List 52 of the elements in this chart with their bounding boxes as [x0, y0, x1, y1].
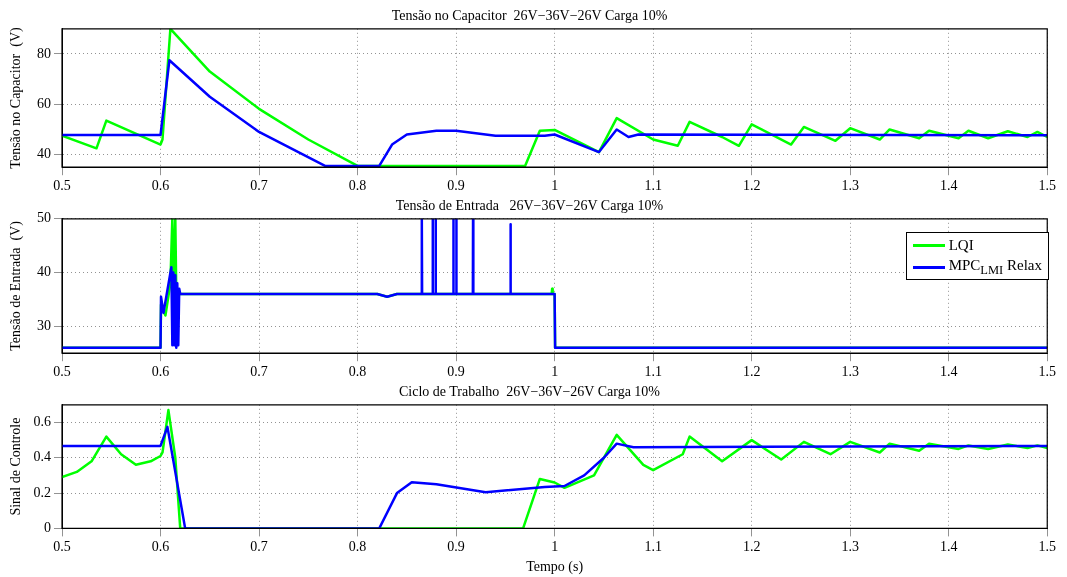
x-tick-label: 1.1	[644, 539, 662, 555]
x-tick-label: 0.6	[151, 364, 170, 380]
x-tick-label: 0.7	[250, 539, 268, 555]
x-tick-label: 0.9	[447, 178, 465, 194]
x-tick-label: 0.8	[348, 178, 367, 194]
chart-title: Tensão no Capacitor 26V−36V−26V Carga 10%	[391, 8, 668, 24]
x-tick-label: 1.3	[841, 178, 859, 194]
x-tick-label: 0.7	[250, 178, 268, 194]
x-tick-label: 0.8	[348, 364, 367, 380]
y-tick-label: 0.2	[33, 484, 51, 500]
y-axis-title: Sinal de Controle	[8, 417, 24, 516]
x-tick-label: 1.3	[841, 364, 859, 380]
x-tick-label: 0.8	[348, 539, 367, 555]
x-tick-label: 0.6	[151, 178, 170, 194]
y-axis-title: Tensão de Entrada (V)	[8, 220, 25, 351]
y-tick-label: 0.6	[33, 414, 51, 430]
y-tick-label: 50	[37, 210, 51, 226]
x-tick-label: 1.4	[939, 364, 958, 380]
x-tick-label: 1.2	[742, 178, 761, 194]
x-tick-label: 1.3	[841, 539, 859, 555]
x-tick-label: 1.2	[742, 539, 761, 555]
x-tick-label: 1.5	[1038, 364, 1056, 380]
y-tick-label: 0.4	[33, 449, 51, 465]
x-tick-label: 1	[551, 364, 559, 380]
y-tick-label: 80	[37, 45, 51, 61]
y-tick-label: 30	[37, 317, 51, 333]
legend-label: LQI	[948, 236, 974, 254]
x-tick-label: 1.5	[1038, 539, 1056, 555]
x-tick-label: 1.4	[939, 178, 958, 194]
y-tick-label: 40	[37, 146, 51, 162]
y-tick-label: 0	[44, 520, 51, 536]
y-axis-title: Tensão no Capacitor (V)	[8, 27, 25, 169]
x-tick-label: 1	[551, 539, 559, 555]
chart-title: Ciclo de Trabalho 26V−36V−26V Carga 10%	[398, 384, 661, 400]
legend-label: MPC$_{LMI}$ Relax	[948, 256, 1042, 278]
x-tick-label: 0.5	[53, 539, 71, 555]
x-tick-label: 0.5	[53, 364, 71, 380]
x-tick-label: 1	[551, 178, 559, 194]
x-tick-label: 1.4	[939, 539, 958, 555]
x-tick-label: 0.9	[447, 364, 465, 380]
x-tick-label: 1.2	[742, 364, 761, 380]
x-tick-label: 0.9	[447, 539, 465, 555]
x-axis-title: Tempo (s)	[526, 559, 584, 576]
y-tick-label: 60	[37, 95, 51, 111]
x-tick-label: 1.5	[1038, 178, 1056, 194]
x-tick-label: 1.1	[644, 178, 662, 194]
x-tick-label: 0.6	[151, 539, 170, 555]
x-tick-label: 1.1	[644, 364, 662, 380]
y-tick-label: 40	[37, 264, 51, 280]
chart-title: Tensão de Entrada 26V−36V−26V Carga 10%	[395, 198, 664, 214]
x-tick-label: 0.7	[250, 364, 268, 380]
x-tick-label: 0.5	[53, 178, 71, 194]
